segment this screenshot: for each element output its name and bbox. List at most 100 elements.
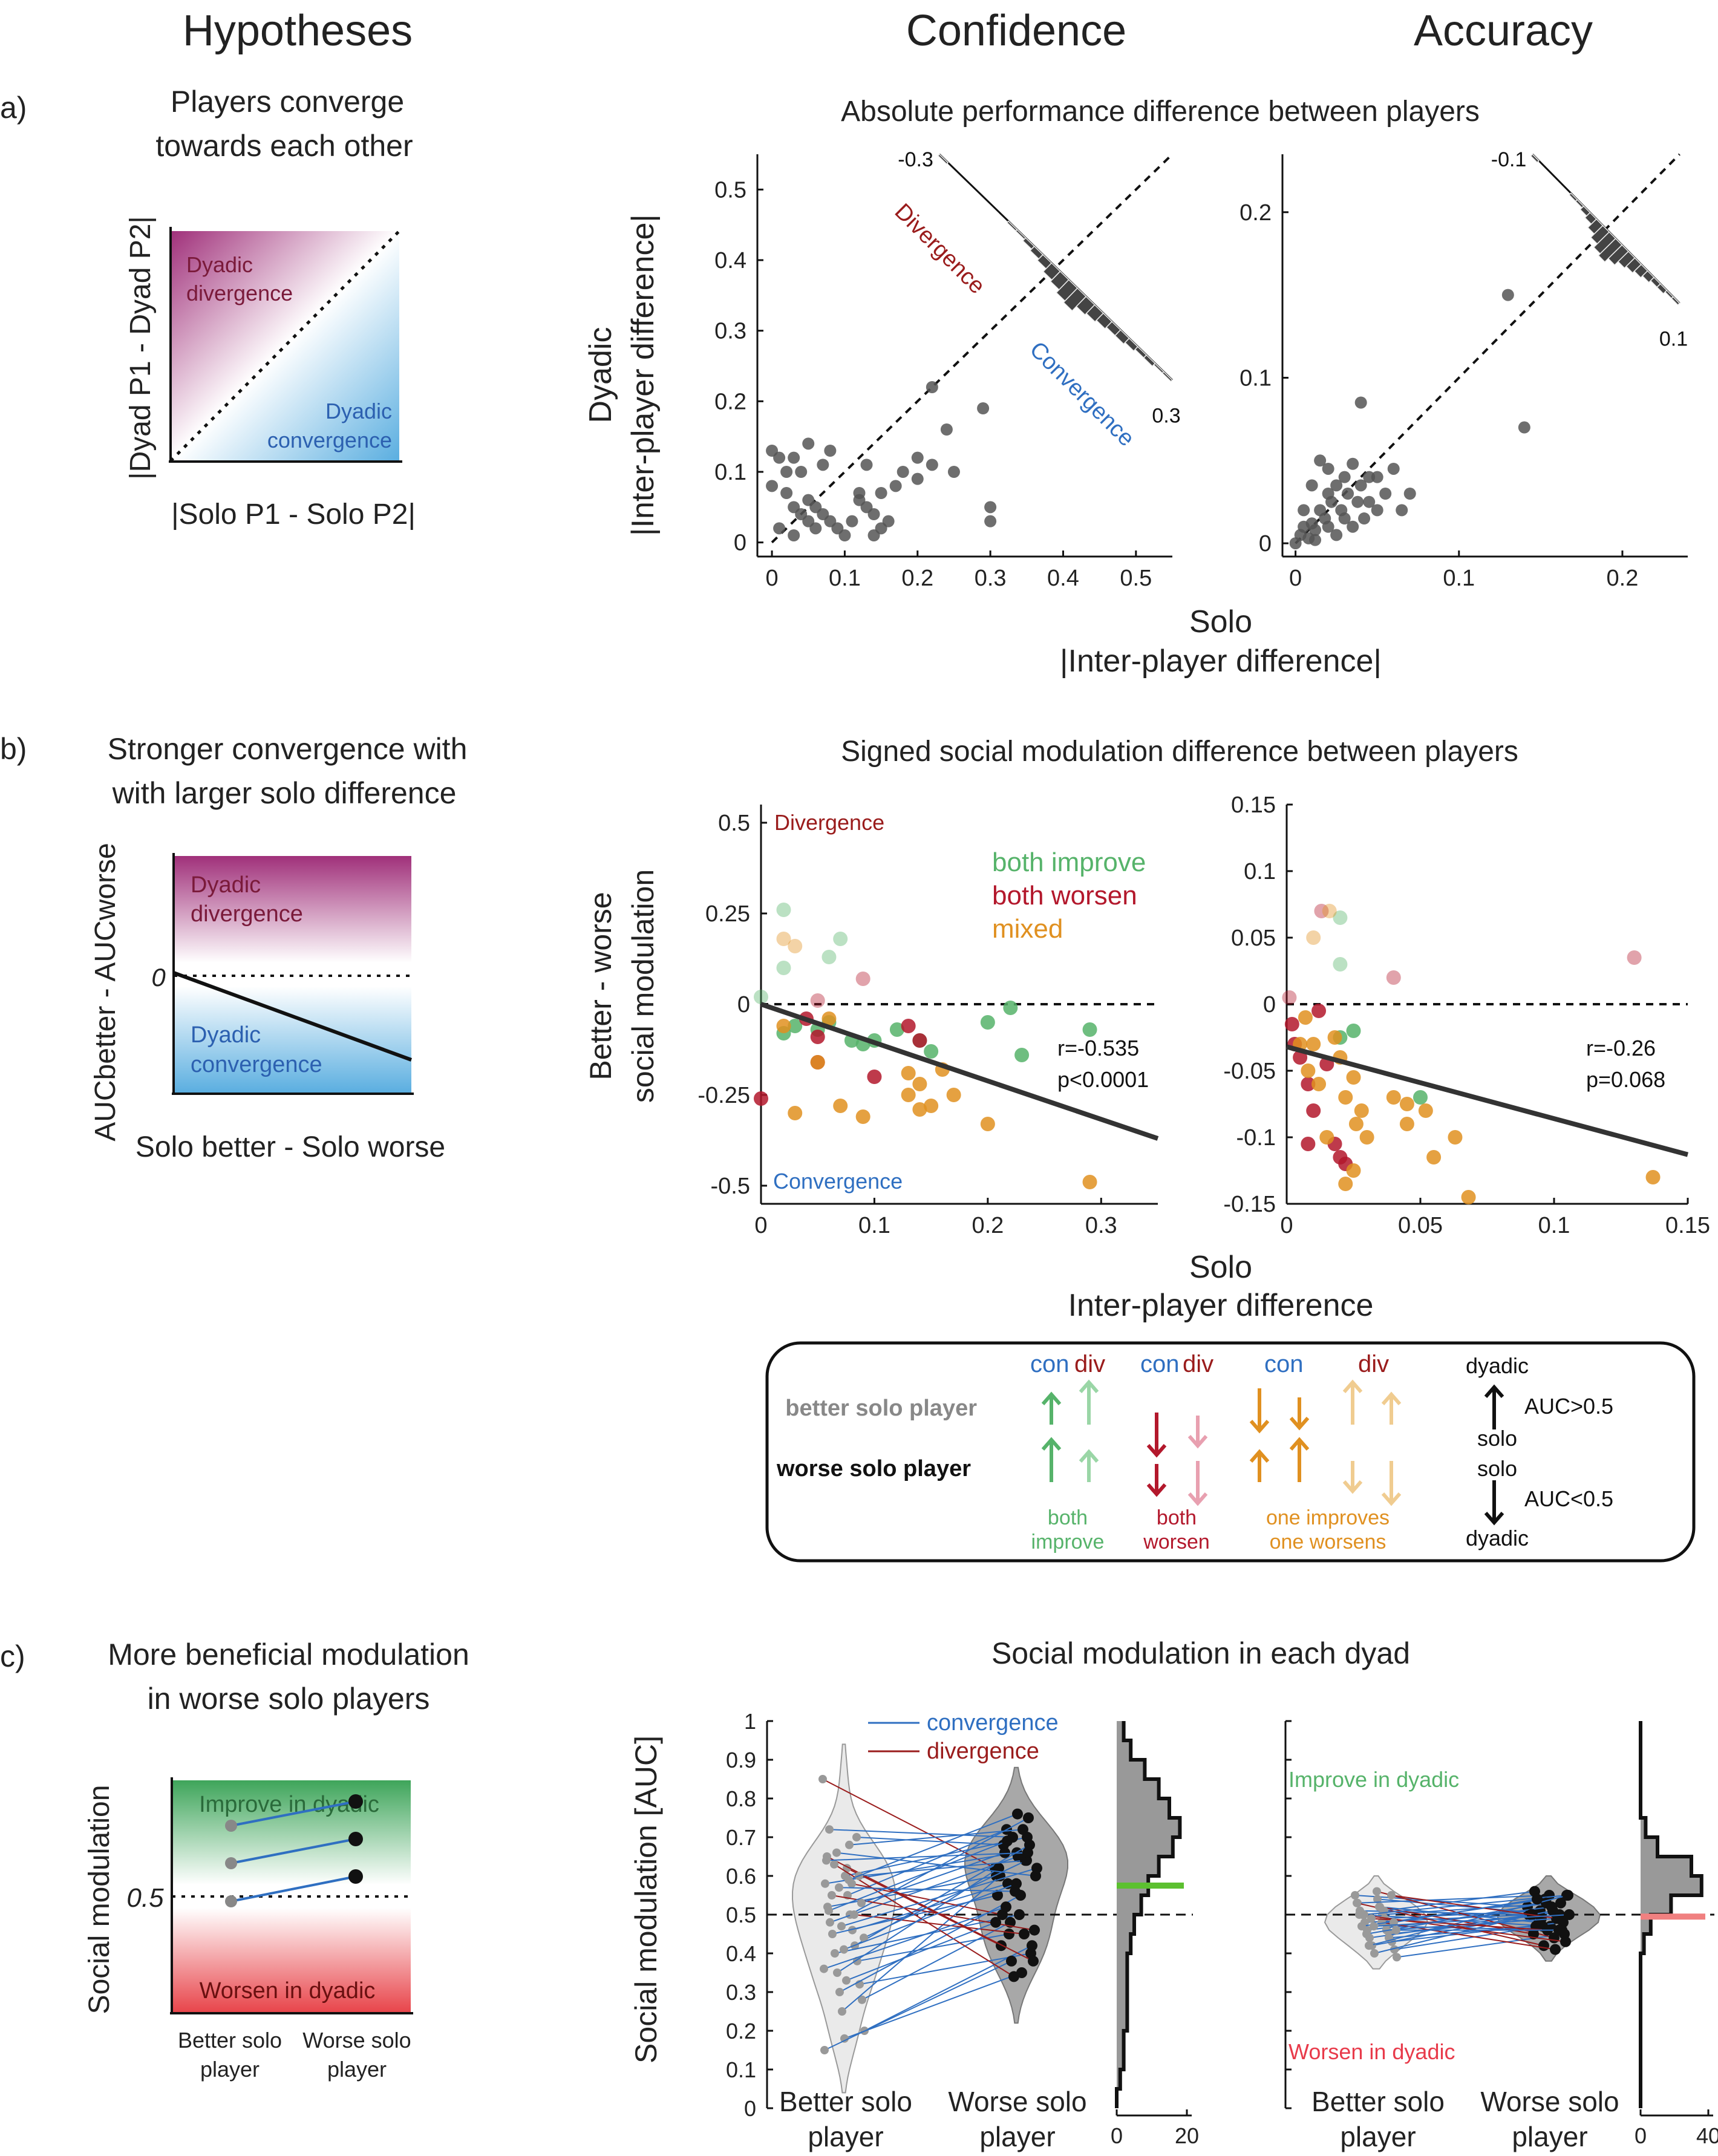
worse-player-point	[1553, 1924, 1564, 1936]
worse-player-point	[996, 1940, 1007, 1952]
c-hyp-better-dot	[225, 1895, 237, 1907]
data-point	[1354, 1103, 1369, 1118]
data-point	[1082, 1022, 1097, 1037]
x-tick-label: 0.5	[1120, 566, 1152, 591]
c-acc-xlabel-better-line2: player	[1340, 2121, 1416, 2152]
data-point	[795, 466, 808, 478]
worse-player-point	[1023, 1812, 1034, 1823]
histogram-bar	[1641, 1818, 1646, 1837]
c-title: Social modulation in each dyad	[991, 1636, 1410, 1670]
chart-a-accuracy: 0 0.1 0.2 0 0.1 0.2 -0.1 0.1	[1240, 148, 1688, 591]
y-tick-label: 0.1	[1240, 365, 1272, 391]
data-point	[911, 472, 924, 485]
pair-line	[849, 1829, 1024, 1846]
data-point	[802, 437, 815, 450]
key-dyadic-bottom: dyadic	[1466, 1526, 1529, 1550]
c-hyp-worse-dot	[348, 1832, 363, 1846]
a-convergence-label: Convergence	[1025, 337, 1140, 452]
c-legend-convergence: convergence	[927, 1710, 1059, 1736]
y-tick-label: 0.5	[718, 811, 750, 836]
pair-line	[861, 1921, 1011, 2001]
histogram-bar	[1641, 1876, 1702, 1895]
better-player-point	[1370, 1922, 1378, 1931]
y-tick-label: 0.3	[726, 1980, 756, 2005]
data-point	[867, 1070, 882, 1084]
key-arrow-mixed-head	[1381, 1492, 1402, 1506]
b-hyp-divergence-line1: Dyadic	[191, 872, 261, 898]
data-point	[860, 459, 873, 471]
regression-line	[760, 1002, 1159, 1141]
panel-label-b: b)	[0, 732, 27, 766]
data-point	[1396, 504, 1408, 517]
b-hypothesis-diagram: 0 Dyadic divergence Dyadic convergence A…	[90, 843, 445, 1163]
data-point	[1363, 495, 1376, 508]
x-tick-label: 0	[1280, 1213, 1293, 1238]
data-point	[1386, 1090, 1401, 1105]
key-arrow-mixed-head	[1249, 1420, 1270, 1434]
data-point	[1309, 524, 1322, 537]
data-point	[1399, 1097, 1414, 1111]
data-point	[901, 1066, 916, 1080]
better-player-point	[1360, 1910, 1368, 1919]
data-point	[855, 1109, 870, 1124]
y-tick-label: 0.2	[726, 2019, 756, 2043]
better-player-point	[1370, 1949, 1379, 1958]
pair-line	[827, 1875, 997, 1908]
better-player-point	[1367, 1914, 1376, 1923]
c-acc-xlabel-worse-line1: Worse solo	[1480, 2086, 1619, 2117]
pair-line	[848, 1813, 1018, 1881]
y-tick-label: 0.6	[726, 1864, 756, 1889]
a-hyp-gradient	[171, 231, 399, 461]
c-conf-xlabel-worse-line1: Worse solo	[948, 2086, 1086, 2117]
data-point	[780, 466, 793, 478]
data-point	[984, 501, 997, 514]
pair-line	[838, 1887, 1016, 1892]
y-tick-label: 0.3	[714, 319, 746, 344]
data-point	[1306, 1103, 1321, 1118]
pair-line	[824, 1960, 1012, 2051]
y-tick-label: 0.4	[714, 248, 746, 273]
data-point	[875, 487, 887, 499]
identity-line	[1295, 153, 1680, 544]
histogram-outline	[1639, 1721, 1703, 2108]
worse-player-point	[1555, 1897, 1566, 1909]
x-tick-label: 0.05	[1398, 1213, 1443, 1238]
pair-line	[839, 1895, 1021, 1993]
column-header-hypotheses: Hypotheses	[183, 7, 413, 55]
worse-player-point	[1550, 1944, 1561, 1955]
histogram-x-tick-label: 0	[1111, 2123, 1123, 2148]
histogram-bar	[1117, 1818, 1180, 1837]
data-point	[1403, 488, 1416, 500]
key-arrow-auc-gt-head	[1484, 1384, 1504, 1398]
data-point	[1309, 534, 1322, 546]
x-tick-label: 0.2	[1607, 566, 1639, 591]
pair-line	[858, 1860, 1026, 1877]
y-tick-label: 0	[1259, 531, 1272, 557]
data-point	[1387, 462, 1400, 475]
better-player-point	[1353, 1898, 1361, 1907]
data-point	[867, 508, 880, 520]
key-both-worsen-line2: worsen	[1143, 1530, 1210, 1553]
data-point	[838, 529, 851, 541]
data-point	[780, 487, 793, 499]
pair-line	[1379, 1906, 1534, 1935]
y-tick-label: 0.2	[1240, 200, 1272, 226]
pair-line	[844, 1972, 1022, 2039]
data-point	[1342, 488, 1354, 500]
histogram-bar	[1117, 1721, 1124, 1740]
x-tick-label: 0	[1289, 566, 1302, 591]
y-tick-label: -0.25	[697, 1083, 750, 1108]
data-point	[773, 451, 786, 464]
a-xlabel-line2: |Inter-player difference|	[1060, 644, 1382, 679]
data-point	[947, 466, 960, 478]
data-point	[1319, 1130, 1334, 1145]
y-tick-label: 0.1	[1244, 859, 1276, 884]
c-acc-xlabel-worse-line2: player	[1512, 2121, 1587, 2152]
data-point	[1354, 479, 1367, 492]
key-auc-gt: AUC>0.5	[1524, 1394, 1613, 1419]
data-point	[810, 1030, 825, 1044]
pair-line	[859, 1953, 1031, 1985]
data-point	[889, 480, 902, 492]
key-con-2: con	[1140, 1351, 1180, 1377]
data-point	[1354, 396, 1367, 409]
